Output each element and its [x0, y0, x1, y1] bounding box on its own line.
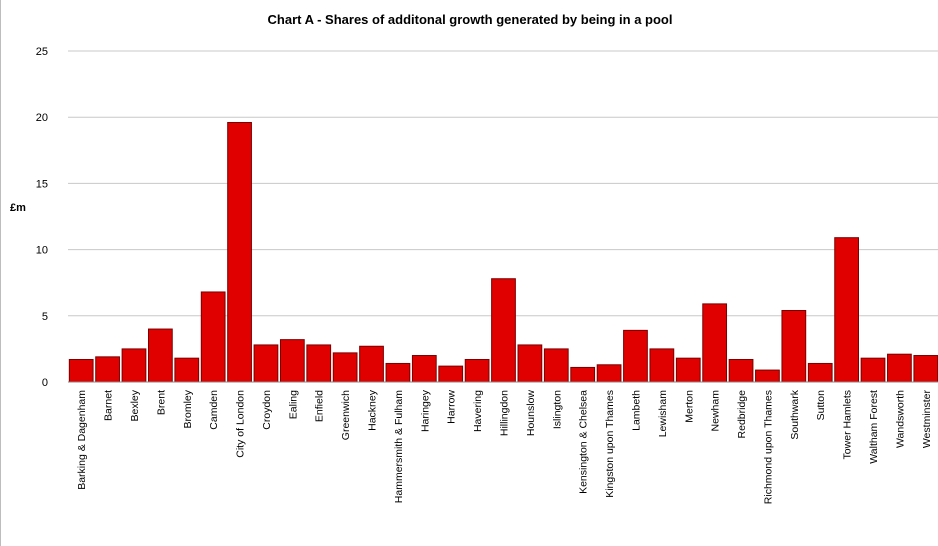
bar — [411, 355, 437, 383]
bar — [121, 348, 147, 383]
bar — [781, 310, 807, 383]
y-tick-label: 15 — [36, 178, 48, 190]
x-tick-label: Croydon — [261, 390, 273, 430]
bar — [148, 328, 173, 383]
x-tick-label: Haringey — [419, 389, 431, 432]
bar — [464, 358, 490, 383]
x-tick-label: Hackney — [367, 389, 379, 431]
x-tick-label: Barking & Dagenham — [76, 390, 88, 490]
x-tick-label: Southwark — [789, 389, 801, 439]
bar — [359, 345, 384, 383]
y-tick-label: 5 — [42, 311, 48, 323]
y-tick-label: 25 — [36, 46, 48, 58]
x-tick-label: Enfield — [314, 390, 326, 422]
bar — [174, 357, 200, 383]
x-tick-label: Havering — [472, 390, 484, 432]
y-tick-label: 0 — [42, 377, 48, 389]
bar — [807, 362, 833, 383]
bar — [306, 344, 332, 383]
bar — [543, 348, 569, 383]
x-tick-label: Hillingdon — [499, 390, 511, 436]
bar — [913, 355, 938, 383]
x-tick-label: Bromley — [182, 389, 194, 428]
x-tick-label: Tower Hamlets — [842, 390, 854, 459]
bar — [491, 278, 516, 383]
bar — [649, 348, 675, 383]
bar — [887, 353, 912, 383]
x-tick-label: Barnet — [103, 390, 115, 421]
x-tick-label: Sutton — [815, 390, 827, 421]
bar — [200, 291, 226, 383]
y-tick-label: 10 — [36, 245, 48, 257]
x-tick-label: Camden — [208, 390, 220, 430]
x-tick-label: City of London — [235, 390, 247, 458]
bar — [95, 356, 120, 383]
chart-title: Chart A - Shares of additonal growth gen… — [267, 12, 673, 27]
bar — [438, 365, 464, 383]
bar — [279, 339, 305, 383]
x-tick-label: Kensington & Chelsea — [578, 390, 590, 494]
bar — [332, 352, 358, 383]
bar — [728, 358, 754, 383]
y-axis-label: £m — [10, 202, 26, 214]
x-tick-label: Kingston upon Thames — [604, 390, 616, 498]
bar — [755, 369, 780, 383]
x-tick-label: Hammersmith & Fulham — [393, 390, 405, 503]
x-tick-label: Islington — [551, 390, 563, 429]
bar — [623, 329, 648, 383]
x-tick-label: Wandsworth — [894, 390, 906, 448]
x-tick-label: Westminster — [921, 390, 933, 449]
x-tick-label: Bexley — [129, 389, 141, 421]
x-tick-label: Waltham Forest — [868, 390, 880, 464]
bar — [68, 358, 94, 383]
y-tick-label: 20 — [36, 112, 48, 124]
bar — [702, 303, 728, 383]
x-tick-label: Lewisham — [657, 390, 669, 438]
x-tick-label: Merton — [683, 390, 695, 423]
x-tick-label: Lambeth — [630, 390, 642, 431]
bar — [596, 364, 622, 383]
x-tick-label: Newham — [710, 390, 722, 432]
x-tick-label: Brent — [155, 390, 167, 415]
bar — [385, 362, 411, 383]
x-tick-label: Harrow — [446, 390, 458, 424]
bar — [834, 237, 859, 383]
x-tick-label: Richmond upon Thames — [762, 390, 774, 504]
bar — [570, 366, 596, 383]
bar — [517, 344, 543, 383]
x-tick-label: Greenwich — [340, 390, 352, 440]
bar — [227, 121, 252, 383]
bar — [860, 357, 886, 383]
x-tick-label: Redbridge — [736, 390, 748, 439]
bar — [675, 357, 701, 383]
bar — [253, 344, 279, 383]
x-tick-label: Hounslow — [525, 390, 537, 437]
x-tick-label: Ealing — [287, 390, 299, 419]
